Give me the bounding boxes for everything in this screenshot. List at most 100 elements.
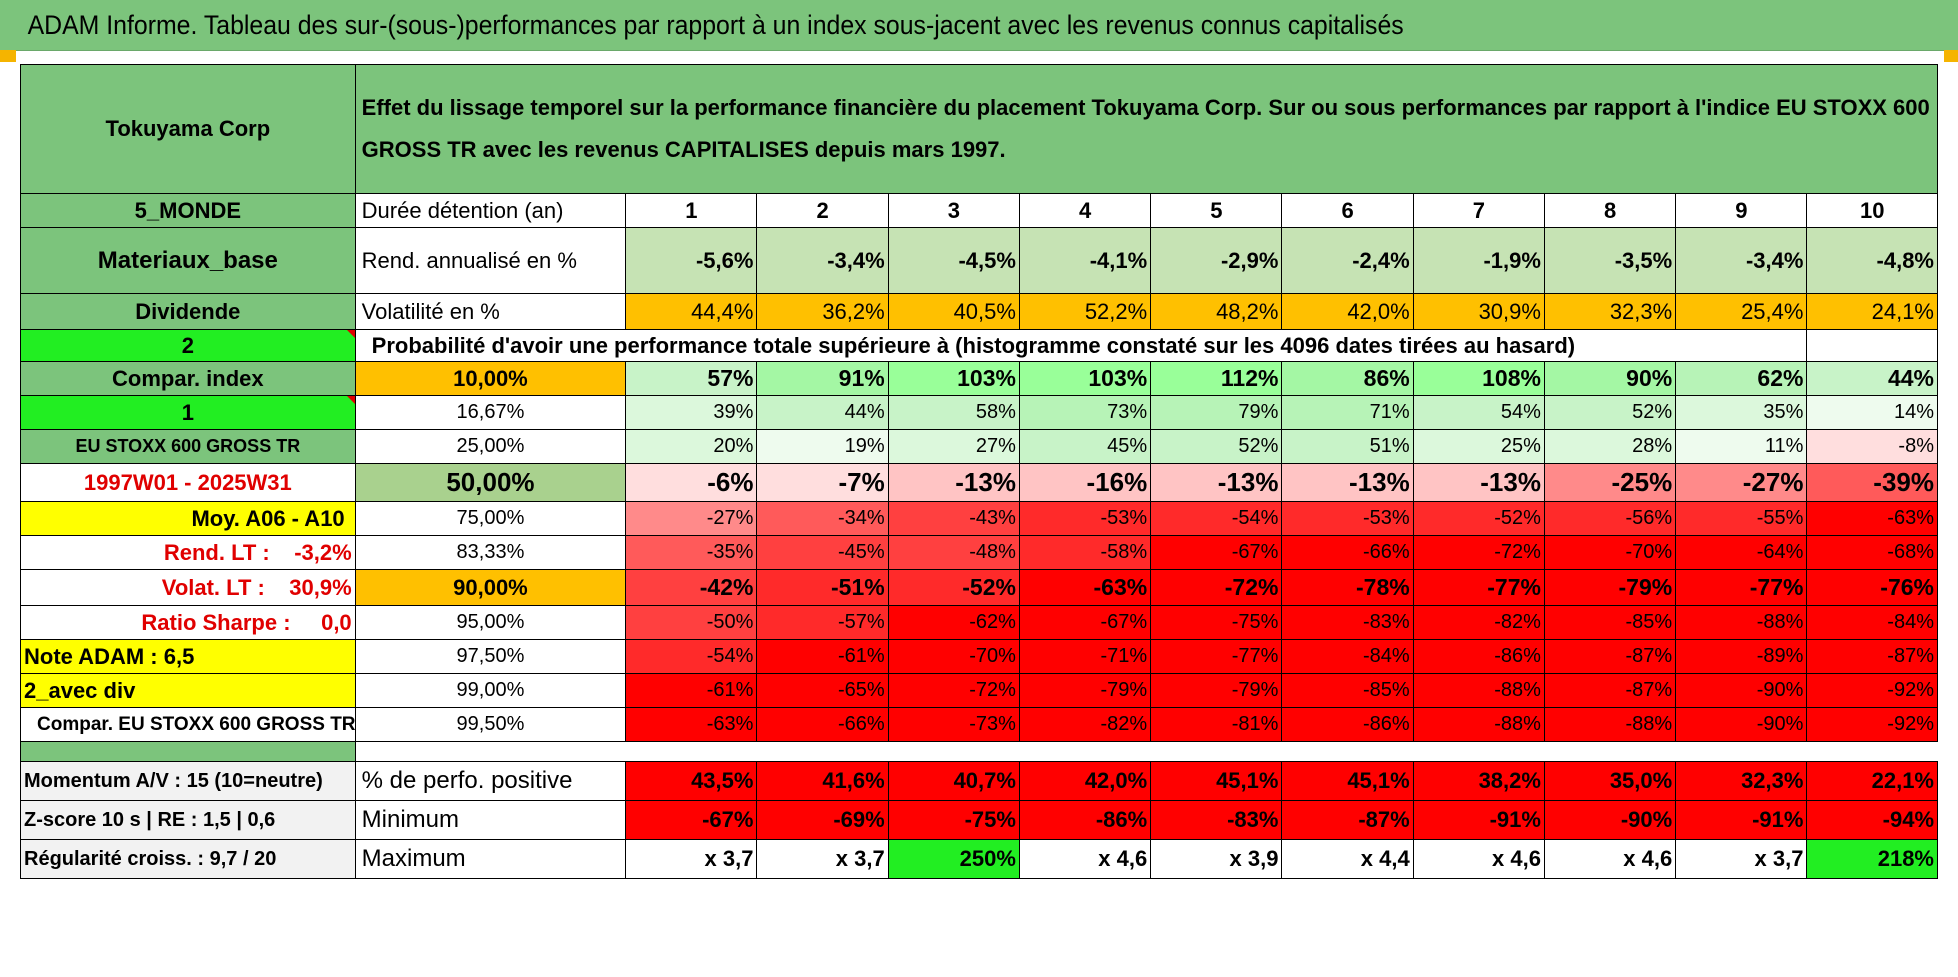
threshold-cell: 25,00%: [354, 429, 627, 464]
probability-cell: 73%: [1018, 395, 1152, 430]
probability-cell: 44%: [1806, 361, 1938, 396]
duree-label: Durée détention (an): [354, 193, 627, 228]
maximum-value: x 4,4: [1281, 839, 1414, 879]
region-label: 5_MONDE: [20, 193, 356, 228]
probability-cell: -87%: [1806, 639, 1938, 674]
probability-cell: -64%: [1675, 535, 1808, 570]
probability-cell: -63%: [1806, 501, 1938, 536]
sharpe-label: Ratio Sharpe : 0,0: [20, 605, 356, 640]
probability-cell: -62%: [887, 605, 1020, 640]
perf-pos-value: 45,1%: [1281, 761, 1414, 801]
report-title: ADAM Informe. Tableau des sur-(sous-)per…: [0, 0, 1802, 50]
probability-cell: -45%: [756, 535, 889, 570]
probability-cell: -79%: [1150, 673, 1283, 708]
threshold-cell: 99,00%: [354, 673, 627, 708]
minimum-value: -75%: [887, 800, 1020, 840]
probability-cell: 27%: [887, 429, 1020, 464]
probability-cell: -35%: [625, 535, 758, 570]
probability-cell: -77%: [1412, 569, 1545, 606]
maximum-value: 250%: [887, 839, 1020, 879]
probability-cell: -79%: [1018, 673, 1152, 708]
year-header: 7: [1412, 193, 1545, 228]
probability-title: Probabilité d'avoir une performance tota…: [354, 329, 1807, 362]
probability-cell: -92%: [1806, 707, 1938, 742]
probability-cell: 57%: [625, 361, 758, 396]
probability-cell: -50%: [625, 605, 758, 640]
probability-cell: -88%: [1543, 707, 1677, 742]
probability-cell: -81%: [1150, 707, 1283, 742]
minimum-value: -91%: [1412, 800, 1545, 840]
note-label: Note ADAM : 6,5: [20, 639, 356, 674]
minimum-value: -87%: [1281, 800, 1414, 840]
performance-table: Tokuyama Corp Effet du lissage temporel …: [20, 64, 1939, 879]
table-description: Effet du lissage temporel sur la perform…: [354, 64, 1939, 194]
maximum-value: x 4,6: [1412, 839, 1545, 879]
probability-cell: 71%: [1281, 395, 1414, 430]
perf-pos-value: 42,0%: [1018, 761, 1152, 801]
probability-cell: -88%: [1412, 673, 1545, 708]
volat-value: 42,0%: [1281, 293, 1414, 330]
probability-cell: -63%: [1018, 569, 1152, 606]
probability-cell: -8%: [1806, 429, 1938, 464]
probability-cell: 52%: [1543, 395, 1677, 430]
perf-pos-value: 40,7%: [887, 761, 1020, 801]
probability-cell: -77%: [1675, 569, 1808, 606]
probability-cell: -13%: [1150, 463, 1283, 502]
momentum-label: Momentum A/V : 15 (10=neutre): [20, 761, 356, 801]
perf-pos-value: 32,3%: [1675, 761, 1808, 801]
zscore-label: Z-score 10 s | RE : 1,5 | 0,6: [20, 800, 356, 840]
probability-cell: -71%: [1018, 639, 1152, 674]
volat-value: 44,4%: [625, 293, 758, 330]
probability-title-spacer: [1806, 329, 1938, 362]
probability-cell: 19%: [756, 429, 889, 464]
threshold-cell: 83,33%: [354, 535, 627, 570]
year-header: 1: [625, 193, 758, 228]
rend-value: -1,9%: [1412, 227, 1545, 294]
threshold-cell: 50,00%: [354, 463, 627, 502]
probability-cell: 103%: [887, 361, 1020, 396]
probability-cell: -55%: [1675, 501, 1808, 536]
minimum-value: -94%: [1806, 800, 1938, 840]
probability-cell: -88%: [1675, 605, 1808, 640]
probability-cell: -67%: [1150, 535, 1283, 570]
perf-pos-value: 41,6%: [756, 761, 889, 801]
probability-cell: 11%: [1675, 429, 1808, 464]
moy-label: Moy. A06 - A10: [20, 501, 356, 536]
probability-cell: 20%: [625, 429, 758, 464]
volat-value: 52,2%: [1018, 293, 1152, 330]
probability-cell: 28%: [1543, 429, 1677, 464]
probability-cell: 112%: [1150, 361, 1283, 396]
rend-value: -4,5%: [887, 227, 1020, 294]
spacer-blank: [354, 741, 1938, 762]
probability-cell: -13%: [1412, 463, 1545, 502]
volat-value: 40,5%: [887, 293, 1020, 330]
probability-cell: -92%: [1806, 673, 1938, 708]
probability-cell: -61%: [756, 639, 889, 674]
probability-cell: 62%: [1675, 361, 1808, 396]
threshold-cell: 97,50%: [354, 639, 627, 674]
perf-pos-label: % de perfo. positive: [354, 761, 627, 801]
volat-label: Volatilité en %: [354, 293, 627, 330]
probability-cell: -27%: [1675, 463, 1808, 502]
probability-cell: -6%: [625, 463, 758, 502]
corner-marker-right: [1944, 50, 1958, 62]
probability-cell: -7%: [756, 463, 889, 502]
probability-cell: 90%: [1543, 361, 1677, 396]
probability-cell: -42%: [625, 569, 758, 606]
probability-cell: 54%: [1412, 395, 1545, 430]
probability-cell: -85%: [1281, 673, 1414, 708]
perf-pos-value: 38,2%: [1412, 761, 1545, 801]
probability-cell: -75%: [1150, 605, 1283, 640]
probability-cell: 14%: [1806, 395, 1938, 430]
spacer-green: [20, 741, 356, 762]
probability-cell: -70%: [1543, 535, 1677, 570]
rend-value: -2,4%: [1281, 227, 1414, 294]
probability-cell: -13%: [1281, 463, 1414, 502]
probability-cell: -57%: [756, 605, 889, 640]
year-header: 6: [1281, 193, 1414, 228]
rend-value: -2,9%: [1150, 227, 1283, 294]
year-header: 5: [1150, 193, 1283, 228]
year-header: 4: [1018, 193, 1152, 228]
title-bar: ADAM Informe. Tableau des sur-(sous-)per…: [0, 0, 1958, 50]
probability-cell: -34%: [756, 501, 889, 536]
